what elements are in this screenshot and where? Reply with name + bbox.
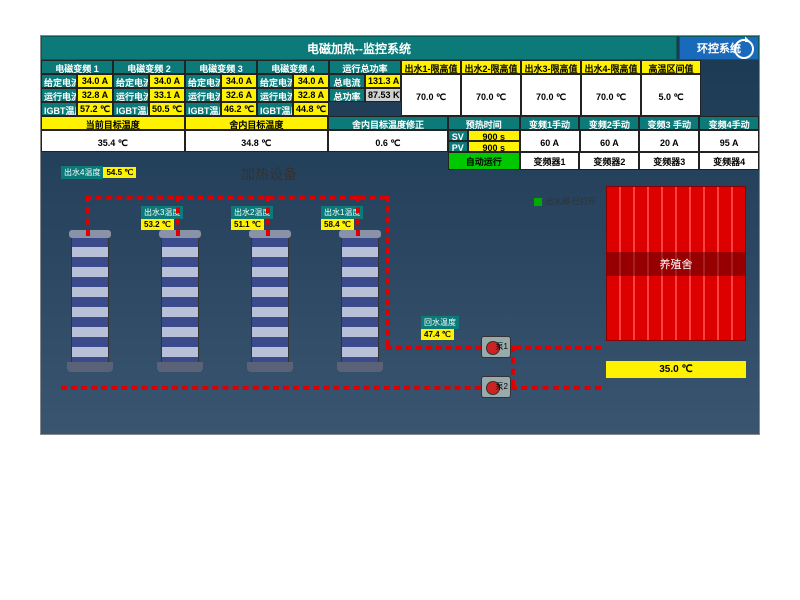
- preheat-header: 预热时间: [448, 116, 520, 130]
- vfd3-run: 32.6 A: [221, 88, 257, 102]
- manual3-header: 变频3 手动: [639, 116, 699, 130]
- manual3: 20 A: [639, 130, 699, 152]
- hmi-panel: 电磁加热--监控系统 环控系统 电磁变频 1 电磁变频 2 电磁变频 3 电磁变…: [40, 35, 760, 435]
- total-current: 131.3 A: [365, 74, 401, 88]
- env-system-button[interactable]: 环控系统: [679, 36, 759, 60]
- target-shed: 34.8 ℃: [185, 130, 329, 152]
- page-title: 电磁加热--监控系统: [41, 36, 677, 60]
- pump2-icon: 泵2: [481, 376, 511, 398]
- manual4: 95 A: [699, 130, 759, 152]
- out3-header: 出水3-限高值: [521, 60, 581, 74]
- out4-temp: 出水4温度54.5 ℃: [61, 166, 136, 179]
- vfd2-run: 33.1 A: [149, 88, 185, 102]
- out4-value: 70.0 ℃: [581, 74, 641, 116]
- legend: 出水阀-已打开: [534, 196, 596, 207]
- preheat-pv: 900 s: [468, 141, 520, 152]
- preheat-sv: 900 s: [468, 130, 520, 141]
- return-temp: 回水温度47.4 ℃: [421, 316, 459, 340]
- farm-label: 养殖舍: [607, 252, 745, 276]
- target-current: 35.4 ℃: [41, 130, 185, 152]
- hightemp-value: 5.0 ℃: [641, 74, 701, 116]
- tower-icon: [341, 236, 379, 366]
- vfd1-given: 34.0 A: [77, 74, 113, 88]
- manual4-header: 变频4手动: [699, 116, 759, 130]
- vfd3-igbt: 46.2 ℃: [221, 102, 257, 116]
- tower-icon: [71, 236, 109, 366]
- total-power: 87.53 KW: [365, 88, 401, 102]
- refresh-icon[interactable]: [734, 39, 754, 59]
- manual2-header: 变频2手动: [579, 116, 639, 130]
- manual1: 60 A: [520, 130, 580, 152]
- tower-icon: [161, 236, 199, 366]
- farm-building-icon: 养殖舍: [606, 186, 746, 341]
- vfd1-igbt: 57.2 ℃: [77, 102, 113, 116]
- vfd2-given: 34.0 A: [149, 74, 185, 88]
- manual2: 60 A: [580, 130, 640, 152]
- vfd4-run: 32.8 A: [293, 88, 329, 102]
- vfd4-igbt: 44.8 ℃: [293, 102, 329, 116]
- vfd2-igbt: 50.5 ℃: [149, 102, 185, 116]
- vfd1-header: 电磁变频 1: [41, 60, 113, 74]
- farm-temp: 35.0 ℃: [606, 361, 746, 378]
- power-header: 运行总功率: [329, 60, 401, 74]
- vfd4-given: 34.0 A: [293, 74, 329, 88]
- vfd3-header: 电磁变频 3: [185, 60, 257, 74]
- tower-icon: [251, 236, 289, 366]
- out1-value: 70.0 ℃: [401, 74, 461, 116]
- vfd2-header: 电磁变频 2: [113, 60, 185, 74]
- target-corr: 0.6 ℃: [328, 130, 448, 152]
- legend-box-icon: [534, 198, 542, 206]
- manual1-header: 变频1手动: [520, 116, 580, 130]
- vfd3-given: 34.0 A: [221, 74, 257, 88]
- out2-value: 70.0 ℃: [461, 74, 521, 116]
- vfd-row-label: 给定电流: [41, 74, 77, 88]
- out1-header: 出水1-限高值: [401, 60, 461, 74]
- hightemp-header: 高温区间值: [641, 60, 701, 74]
- diagram-title: 加热设备: [241, 164, 297, 184]
- process-diagram: 加热设备 出水阀-已打开 出水4温度54.5 ℃ 出水3温度53.2 ℃ 出水2…: [41, 156, 761, 436]
- out2-header: 出水2-限高值: [461, 60, 521, 74]
- vfd4-header: 电磁变频 4: [257, 60, 329, 74]
- out4-header: 出水4-限高值: [581, 60, 641, 74]
- target-corr-header: 舍内目标温度修正: [328, 116, 448, 130]
- out3-value: 70.0 ℃: [521, 74, 581, 116]
- vfd1-run: 32.8 A: [77, 88, 113, 102]
- pump1-icon: 泵1: [481, 336, 511, 358]
- target-shed-header: 舍内目标温度: [185, 116, 329, 130]
- target-current-header: 当前目标温度: [41, 116, 185, 130]
